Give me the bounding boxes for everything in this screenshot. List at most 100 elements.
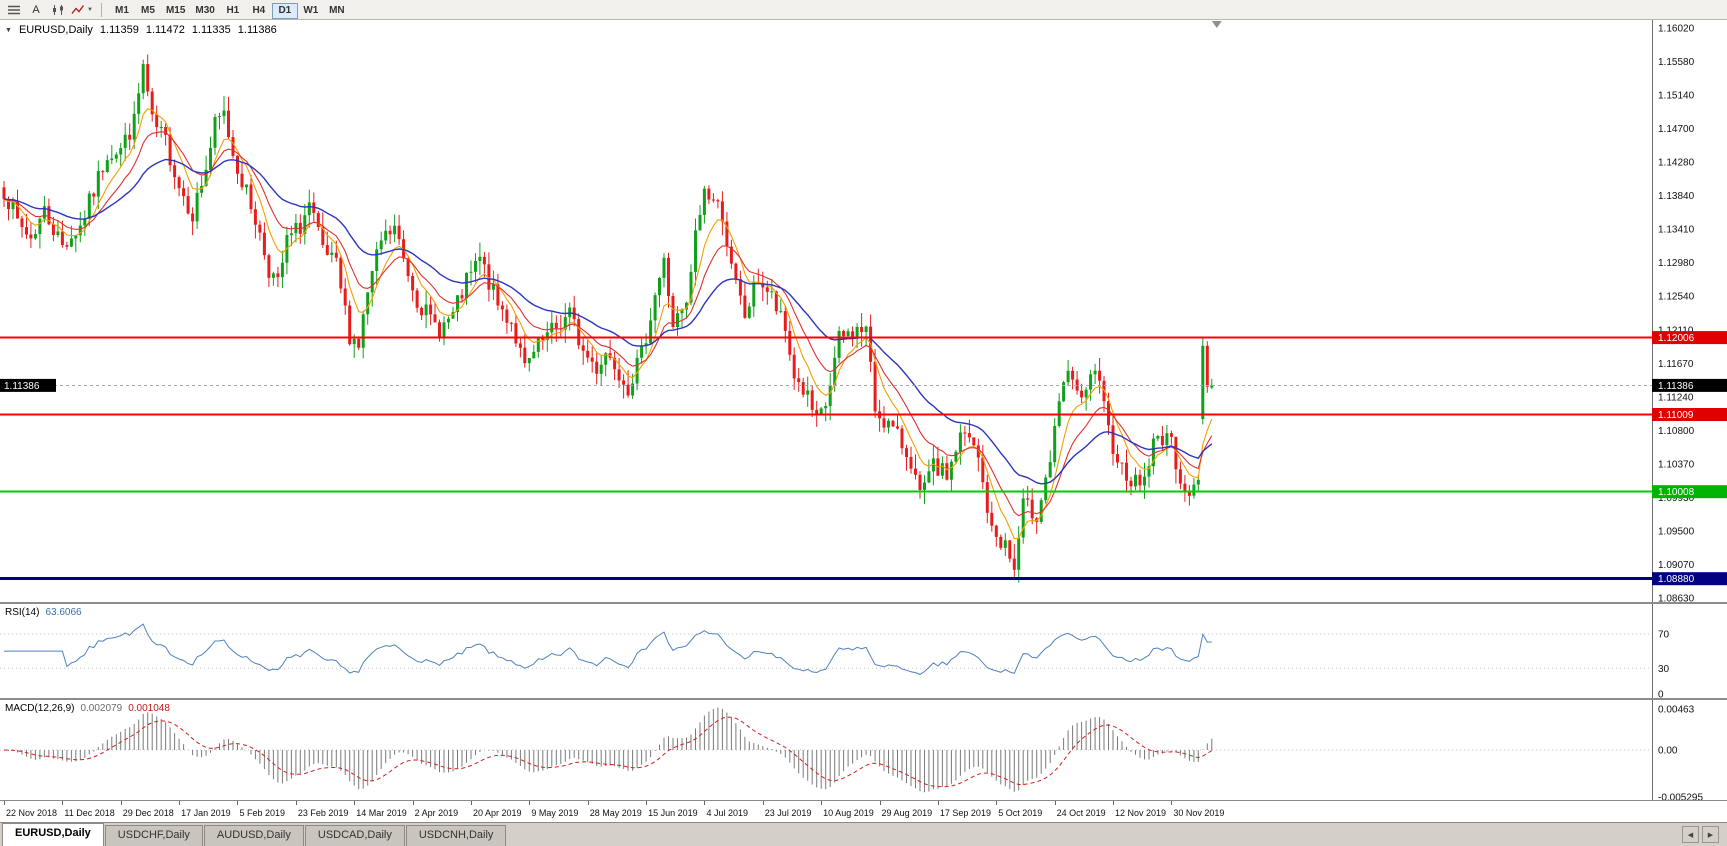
- candlestick-icon: [53, 4, 63, 15]
- timeframe-d1[interactable]: D1: [271, 2, 298, 19]
- date-tick: [237, 801, 239, 805]
- rsi-panel: 70 30 0 RSI(14) 63.6066: [0, 602, 1727, 698]
- macd-histogram: [8, 707, 1213, 793]
- styles-zigzag-icon: [71, 4, 85, 14]
- date-tick: [354, 801, 356, 805]
- low-value: 1.11335: [191, 24, 231, 36]
- chevron-down-icon: ▼: [87, 6, 93, 13]
- date-label: 12 Nov 2019: [1115, 808, 1167, 818]
- chart-title: ▼ EURUSD,Daily 1.11359 1.11472 1.11335 1…: [5, 24, 277, 36]
- date-label: 4 Jul 2019: [706, 808, 748, 818]
- svg-text:30: 30: [1658, 664, 1670, 675]
- timeframe-group: M1 M5 M15 M30 H1 H4 D1 W1 MN: [109, 0, 350, 19]
- price-axis[interactable]: 1.16020 1.15580 1.15140 1.14700 1.14280 1.138…: [1658, 24, 1695, 603]
- date-tick: [1113, 801, 1115, 805]
- rsi-canvas[interactable]: 70 30 0: [0, 604, 1727, 698]
- level-lines: [0, 336, 1652, 581]
- date-label: 2 Apr 2019: [414, 808, 459, 818]
- tab-eurusd-daily[interactable]: EURUSD,Daily: [2, 823, 104, 846]
- timeframe-m5[interactable]: M5: [135, 3, 161, 19]
- date-label: 17 Sep 2019: [939, 808, 991, 818]
- timeframe-h1[interactable]: H1: [220, 3, 246, 19]
- menu-lines-icon: [8, 5, 20, 14]
- main-chart-panel: 1.16020 1.15580 1.15140 1.14700 1.14280 1.138…: [0, 20, 1727, 602]
- svg-text:0.00: 0.00: [1658, 746, 1678, 757]
- tab-audusd-daily[interactable]: AUDUSD,Daily: [203, 825, 304, 846]
- date-label: 17 Jan 2019: [181, 808, 231, 818]
- date-tick: [879, 801, 881, 805]
- svg-text:1.16020: 1.16020: [1658, 24, 1695, 35]
- svg-text:1.13410: 1.13410: [1658, 225, 1695, 236]
- date-label: 22 Nov 2018: [6, 808, 58, 818]
- menu-icon[interactable]: [4, 1, 24, 18]
- date-label: 23 Jul 2019: [764, 808, 812, 818]
- timeframe-m1[interactable]: M1: [109, 3, 135, 19]
- rsi-value: 63.6066: [45, 607, 82, 618]
- date-label: 20 Apr 2019: [472, 808, 522, 818]
- date-label: 9 May 2019: [531, 808, 579, 818]
- svg-text:1.09930: 1.09930: [1658, 493, 1695, 504]
- high-value: 1.11472: [145, 24, 185, 36]
- timeframe-mn[interactable]: MN: [324, 3, 350, 19]
- open-value: 1.11359: [99, 24, 139, 36]
- date-label: 29 Dec 2018: [122, 808, 174, 818]
- svg-text:1.14700: 1.14700: [1658, 124, 1695, 135]
- date-tick: [179, 801, 181, 805]
- rsi-header: RSI(14) 63.6066: [5, 607, 82, 618]
- svg-text:1.14280: 1.14280: [1658, 158, 1695, 169]
- tab-usdcad-daily[interactable]: USDCAD,Daily: [304, 825, 405, 846]
- date-label: 30 Nov 2019: [1173, 808, 1225, 818]
- mid-ma-line: [3, 131, 1213, 517]
- axis-price-tag: [1652, 408, 1727, 421]
- chart-tabs: EURUSD,Daily USDCHF,Daily AUDUSD,Daily USDC…: [0, 823, 507, 846]
- chart-tabbar: EURUSD,Daily USDCHF,Daily AUDUSD,Daily USDC…: [0, 822, 1727, 846]
- date-tick: [1171, 801, 1173, 805]
- date-tick: [295, 801, 297, 805]
- svg-text:1.11240: 1.11240: [1658, 392, 1694, 403]
- left-price-tag: [0, 378, 56, 392]
- svg-text:70: 70: [1658, 630, 1670, 641]
- date-label: 15 Jun 2019: [648, 808, 698, 818]
- tab-usdcnh-daily[interactable]: USDCNH,Daily: [405, 825, 507, 846]
- svg-text:1.12110: 1.12110: [1658, 325, 1694, 336]
- chart-type-icon[interactable]: [48, 1, 68, 18]
- macd-header: MACD(12,26,9) 0.002079 0.001048: [5, 703, 170, 714]
- tab-usdchf-daily[interactable]: USDCHF,Daily: [104, 825, 203, 846]
- axis-price-tag: [1652, 485, 1727, 499]
- date-tick: [470, 801, 472, 805]
- timeframe-h4[interactable]: H4: [246, 3, 272, 19]
- time-axis[interactable]: 22 Nov 2018 11 Dec 2018 29 Dec 2018 17 Jan …: [0, 800, 1727, 822]
- fast-ma-line: [3, 108, 1213, 540]
- tab-scroll-right[interactable]: ▶: [1702, 826, 1719, 843]
- date-label: 11 Dec 2018: [64, 808, 115, 818]
- slow-ma-line: [3, 158, 1213, 485]
- symbol-period-label: EURUSD,Daily: [18, 24, 93, 36]
- date-tick: [529, 801, 531, 805]
- svg-text:1.10008: 1.10008: [1658, 487, 1695, 498]
- svg-text:1.10800: 1.10800: [1658, 426, 1695, 437]
- macd-canvas[interactable]: 0.00463 0.00 -0.005295: [0, 700, 1727, 800]
- text-tool-button[interactable]: A: [26, 1, 46, 18]
- tab-scroll-left[interactable]: ◀: [1682, 826, 1699, 843]
- svg-text:-0.005295: -0.005295: [1658, 793, 1703, 801]
- timeframe-w1[interactable]: W1: [298, 3, 324, 19]
- svg-text:1.09500: 1.09500: [1658, 526, 1695, 537]
- svg-text:1.12006: 1.12006: [1658, 333, 1695, 344]
- axis-price-tag: [1652, 378, 1727, 392]
- svg-text:1.08630: 1.08630: [1658, 594, 1695, 603]
- price-chart-canvas[interactable]: 1.16020 1.15580 1.15140 1.14700 1.14280 1.138…: [0, 20, 1727, 602]
- svg-text:1.11670: 1.11670: [1658, 359, 1694, 370]
- collapse-icon[interactable]: ▼: [5, 26, 12, 34]
- date-tick: [646, 801, 648, 805]
- chart-styles-dropdown[interactable]: ▼: [70, 1, 94, 18]
- timeframe-m30[interactable]: M30: [190, 3, 219, 19]
- svg-text:1.15580: 1.15580: [1658, 57, 1695, 68]
- price-tags: 1.12006 1.11386 1.11386 1.11009 1.10008 1.088…: [0, 331, 1727, 586]
- date-tick: [62, 801, 64, 805]
- date-label: 29 Aug 2019: [881, 808, 933, 818]
- date-tick: [704, 801, 706, 805]
- axis-price-tag: [1652, 331, 1727, 345]
- timeframe-m15[interactable]: M15: [161, 3, 190, 19]
- macd-panel: 0.00463 0.00 -0.005295 MACD(12,26,9) 0.002…: [0, 698, 1727, 800]
- svg-text:1.10370: 1.10370: [1658, 459, 1695, 470]
